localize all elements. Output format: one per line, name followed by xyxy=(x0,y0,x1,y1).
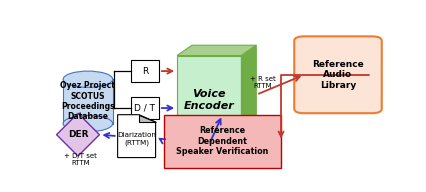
Polygon shape xyxy=(118,115,155,158)
Text: Oyez Project
SCOTUS
Proceedings
Database: Oyez Project SCOTUS Proceedings Database xyxy=(60,81,115,122)
Text: Voice
Encoder: Voice Encoder xyxy=(184,89,235,111)
Text: D / T: D / T xyxy=(134,103,155,113)
FancyBboxPatch shape xyxy=(294,36,382,113)
Text: Reference
Audio
Library: Reference Audio Library xyxy=(312,60,364,90)
Ellipse shape xyxy=(63,115,113,132)
Bar xyxy=(131,97,159,119)
Polygon shape xyxy=(177,45,256,55)
Polygon shape xyxy=(57,113,100,156)
Bar xyxy=(177,55,242,144)
Polygon shape xyxy=(242,45,256,144)
Text: + D/T set
RTTM: + D/T set RTTM xyxy=(64,153,97,166)
Bar xyxy=(131,60,159,82)
Text: + R set
RTTM: + R set RTTM xyxy=(250,76,276,89)
Text: Reference
Dependent
Speaker Verification: Reference Dependent Speaker Verification xyxy=(176,126,269,156)
Bar xyxy=(63,79,112,124)
Text: DER: DER xyxy=(68,130,88,139)
Polygon shape xyxy=(139,115,155,122)
Bar xyxy=(164,115,281,168)
Text: R: R xyxy=(142,67,148,76)
Text: Diarization
(RTTM): Diarization (RTTM) xyxy=(117,132,156,146)
Ellipse shape xyxy=(63,71,113,87)
